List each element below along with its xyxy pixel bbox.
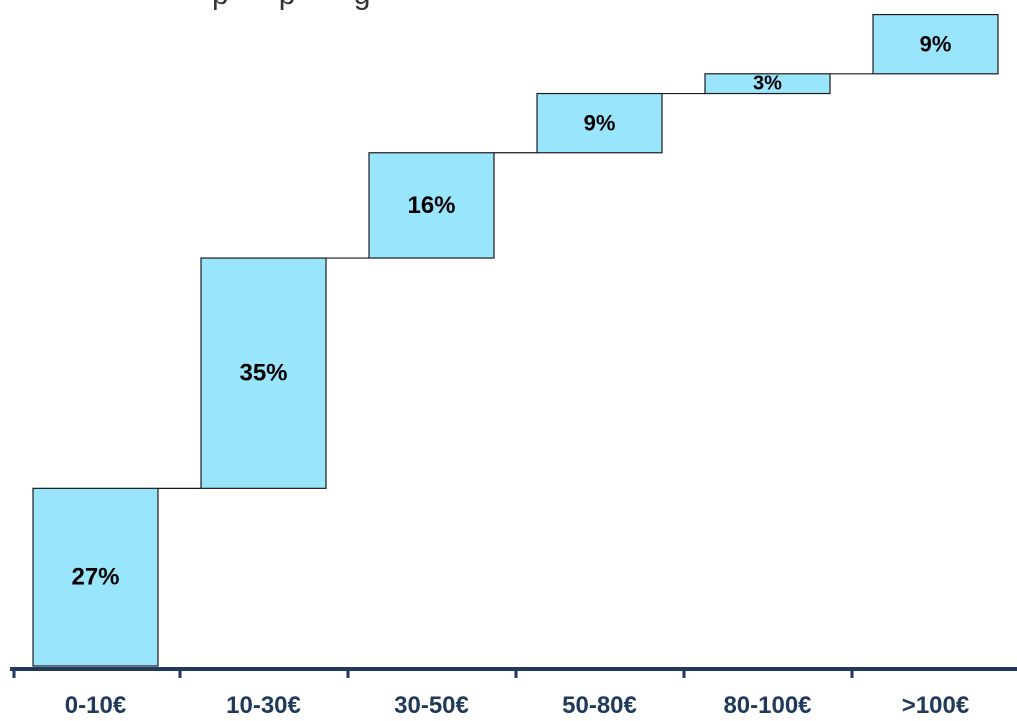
bar-50-80€: [536, 92, 663, 154]
value-labels-group: 27% 35% 16% 9% 3% 9%: [71, 32, 951, 591]
value-label: 9%: [584, 111, 616, 136]
bar-10-30€: [200, 257, 327, 489]
x-axis-ticks: [12, 667, 854, 678]
value-label: 9%: [920, 32, 952, 57]
category-label: 30-50€: [394, 692, 469, 719]
bar-0-10€: [32, 487, 159, 667]
chart-title-fragment: p p g: [212, 0, 370, 11]
category-labels-group: 0-10€ 10-30€ 30-50€ 50-80€ 80-100€ >100€: [65, 692, 969, 719]
category-label: 10-30€: [226, 692, 301, 719]
bar-80-100€: [704, 73, 831, 95]
bar->100€: [872, 13, 999, 75]
category-label: >100€: [902, 692, 969, 719]
category-label: 50-80€: [562, 692, 637, 719]
value-label: 35%: [239, 360, 287, 387]
category-label: 0-10€: [65, 692, 126, 719]
connector-lines: [158, 73, 873, 489]
bars-group: [32, 13, 999, 667]
value-label: 3%: [753, 73, 782, 95]
value-label: 16%: [407, 192, 455, 219]
category-label: 80-100€: [723, 692, 811, 719]
value-label: 27%: [71, 564, 119, 591]
bar-30-50€: [368, 152, 495, 259]
